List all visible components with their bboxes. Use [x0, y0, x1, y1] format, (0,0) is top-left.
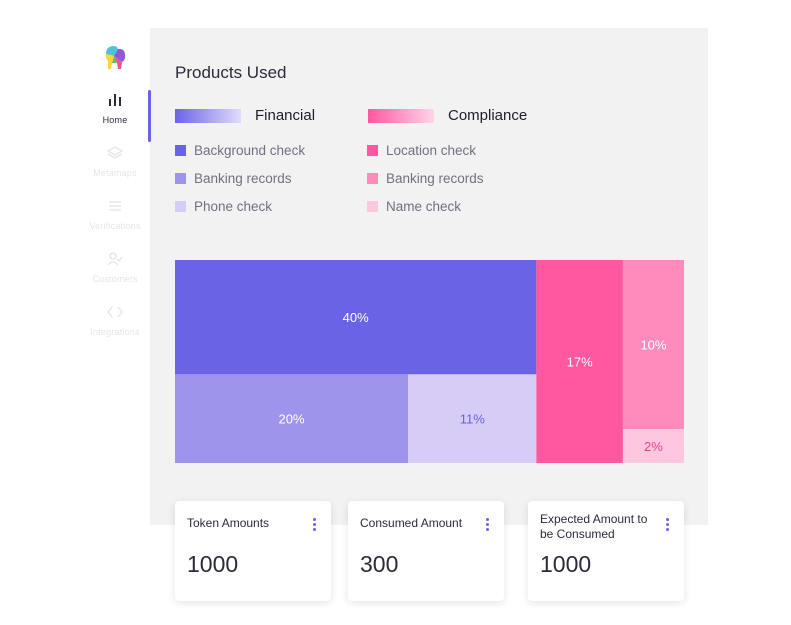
brand-logo-icon [105, 46, 126, 69]
cell-fin-banking-records[interactable] [175, 374, 409, 463]
card-title: Expected Amount to be Consumed [540, 512, 648, 541]
code-icon [107, 306, 123, 318]
more-options-icon[interactable] [666, 518, 670, 532]
legend-label: Phone check [194, 199, 273, 214]
card-value: 1000 [540, 551, 592, 577]
expected-amount-card: Expected Amount to be Consumed 1000 [528, 501, 684, 601]
card-value: 1000 [187, 551, 239, 577]
card-title: Consumed Amount [360, 516, 463, 530]
sidebar-item-metamaps[interactable]: Metamaps [80, 145, 150, 197]
legend-swatch [367, 145, 378, 156]
legend-swatch [175, 173, 186, 184]
layers-icon [107, 146, 123, 159]
legend-swatch [175, 145, 186, 156]
cell-name-check-label: 2% [644, 439, 663, 454]
legend-swatch [175, 201, 186, 212]
list-icon [109, 201, 121, 211]
sidebar-item-home[interactable]: Home [80, 90, 151, 144]
legend-group-label: Compliance [448, 107, 528, 124]
cell-fin-banking-records-label: 20% [279, 412, 305, 427]
cell-name-check[interactable] [622, 429, 684, 463]
legend-label: Location check [386, 143, 477, 158]
legend-label: Background check [194, 143, 306, 158]
sidebar: Home Metamaps Verifications Customers [80, 28, 151, 525]
cell-location-check-label: 17% [567, 355, 593, 370]
cell-comp-banking-records-label: 10% [640, 338, 666, 353]
legend-label: Name check [386, 199, 462, 214]
compliance-gradient-swatch [368, 109, 434, 123]
sidebar-item-label: Customers [92, 274, 138, 284]
products-treemap: 40% 20% 11% 17% 10% 2% [175, 260, 684, 463]
cell-location-check[interactable] [536, 260, 623, 463]
legend-label: Banking records [194, 171, 292, 186]
sidebar-item-customers[interactable]: Customers [80, 251, 150, 303]
legend-swatch [367, 173, 378, 184]
legend-group-label: Financial [255, 107, 316, 124]
legend-swatch [367, 201, 378, 212]
sidebar-item-label: Metamaps [93, 168, 137, 178]
chart-title: Products Used [175, 63, 287, 82]
cell-background-check[interactable] [175, 260, 537, 375]
token-amounts-card: Token Amounts 1000 [175, 501, 331, 601]
more-options-icon[interactable] [313, 518, 317, 532]
user-check-icon [107, 252, 123, 266]
sidebar-item-label: Verifications [89, 221, 141, 231]
cell-comp-banking-records[interactable] [622, 260, 684, 430]
more-options-icon[interactable] [486, 518, 490, 532]
cell-background-check-label: 40% [343, 310, 369, 325]
sidebar-item-verifications[interactable]: Verifications [80, 198, 150, 250]
financial-gradient-swatch [175, 109, 241, 123]
sidebar-item-label: Home [102, 115, 128, 125]
consumed-amount-card: Consumed Amount 300 [348, 501, 504, 601]
cell-phone-check[interactable] [408, 374, 537, 463]
legend-label: Banking records [386, 171, 484, 186]
card-title: Token Amounts [187, 516, 270, 530]
sidebar-item-integrations[interactable]: Integrations [80, 304, 150, 356]
card-value: 300 [360, 551, 399, 577]
bar-chart-icon [109, 94, 121, 106]
sidebar-item-label: Integrations [90, 327, 140, 337]
cell-phone-check-label: 11% [460, 412, 485, 427]
